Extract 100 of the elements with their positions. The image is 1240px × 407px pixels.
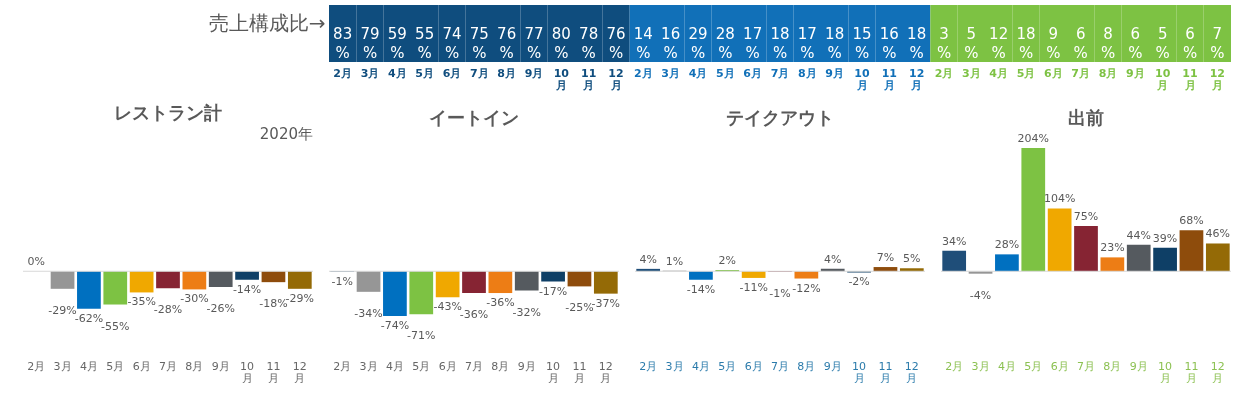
data-label: 16% (661, 24, 681, 62)
x-tick-label: 2月 (639, 359, 658, 373)
data-label: 76% (606, 24, 626, 62)
data-label: 6% (1182, 24, 1198, 62)
data-label: -34% (354, 306, 383, 320)
x-tick-label: 12月 (904, 359, 919, 385)
x-tick-label: 4月 (997, 359, 1016, 373)
data-label: 7% (1210, 24, 1225, 62)
data-label: 12% (989, 24, 1009, 62)
x-tick-label: 8月 (185, 359, 204, 373)
data-label: -14% (232, 282, 262, 296)
data-label: 18% (907, 24, 927, 62)
data-label: -2% (848, 275, 870, 289)
x-tick-label: 8月 (1098, 66, 1118, 80)
x-tick-label: 8月 (497, 66, 516, 80)
data-label: 83% (333, 24, 353, 62)
data-label: 1% (665, 254, 684, 268)
x-tick-label: 12月 (1209, 66, 1225, 92)
chart-title: イートイン (429, 107, 519, 128)
x-tick-label: 7月 (771, 359, 789, 373)
x-tick-label: 10月 (852, 359, 867, 385)
data-label: -14% (686, 282, 716, 296)
x-tick-label: 5月 (718, 359, 737, 373)
x-tick-label: 10月 (854, 66, 870, 92)
x-tick-label: 5月 (415, 66, 434, 80)
x-tick-label: 5月 (1016, 66, 1036, 80)
data-label: 17% (743, 24, 763, 62)
x-tick-label: 10月 (1158, 359, 1173, 385)
x-tick-label: 11月 (878, 359, 893, 385)
data-label: 4% (824, 252, 842, 266)
x-tick-label: 5月 (1024, 359, 1043, 373)
x-tick-label: 8月 (797, 359, 816, 373)
chart-title: テイクアウト (726, 107, 834, 128)
text: 2020年 (259, 125, 313, 143)
data-label: 2% (718, 254, 736, 268)
data-label: 7% (876, 251, 895, 265)
x-tick-label: 12月 (909, 66, 925, 92)
data-label: 28% (994, 238, 1020, 252)
data-label: -30% (180, 292, 209, 306)
x-tick-label: 4月 (385, 359, 404, 373)
data-label: 44% (1126, 228, 1151, 242)
data-label: -11% (739, 280, 768, 294)
data-label: 79% (360, 24, 380, 62)
x-tick-label: 5月 (106, 359, 125, 373)
data-label: -1% (331, 274, 353, 288)
x-tick-label: 7月 (465, 359, 483, 373)
x-tick-label: 4月 (388, 66, 407, 80)
x-tick-label: 12月 (1210, 359, 1225, 385)
data-label: -35% (127, 295, 156, 309)
x-tick-label: 4月 (691, 359, 710, 373)
x-tick-label: 3月 (971, 359, 990, 373)
x-tick-label: 8月 (1103, 359, 1122, 373)
data-label: 5% (1155, 24, 1170, 62)
data-label: 104% (1043, 192, 1076, 206)
data-label: 8% (1100, 24, 1116, 62)
data-label: 76% (497, 24, 517, 62)
x-tick-label: 7月 (770, 66, 790, 80)
data-label: 15% (852, 24, 872, 62)
data-label: 16% (879, 24, 899, 62)
x-tick-label: 9月 (524, 66, 544, 80)
x-tick-label: 11月 (881, 66, 897, 92)
x-tick-label: 3月 (962, 66, 981, 80)
x-tick-label: 6月 (438, 359, 457, 373)
data-label: -74% (380, 319, 410, 332)
x-tick-label: 2月 (945, 359, 964, 373)
x-tick-label: 3月 (360, 66, 380, 80)
data-label: 78% (579, 24, 599, 62)
x-tick-label: 8月 (491, 359, 510, 373)
data-label: -43% (433, 300, 462, 314)
x-tick-label: 10月 (546, 359, 561, 385)
x-tick-label: 5月 (412, 359, 431, 373)
data-label: 5% (903, 252, 921, 266)
x-tick-label: 9月 (517, 359, 536, 373)
x-tick-label: 11月 (1182, 66, 1198, 92)
data-label: -25% (565, 301, 594, 315)
x-tick-label: 2月 (27, 359, 46, 373)
x-tick-label: 7月 (1071, 66, 1090, 80)
data-label: 39% (1152, 231, 1178, 245)
x-tick-label: 2月 (934, 66, 954, 80)
x-tick-label: 2月 (634, 66, 653, 80)
data-label: 18% (770, 24, 790, 62)
x-tick-label: 6月 (442, 66, 462, 80)
data-label: 17% (797, 24, 817, 62)
x-tick-label: 12月 (598, 359, 613, 385)
data-label: 4% (639, 252, 657, 266)
data-label: -29% (48, 303, 77, 317)
x-tick-label: 5月 (716, 66, 735, 80)
x-tick-label: 9月 (211, 359, 230, 373)
x-tick-label: 11月 (581, 66, 597, 92)
data-label: 28% (715, 24, 735, 62)
x-tick-label: 9月 (1126, 66, 1145, 80)
data-label: 14% (633, 24, 653, 62)
data-label: 0% (27, 255, 45, 269)
x-tick-label: 7月 (470, 66, 489, 80)
data-label: -29% (285, 291, 315, 305)
data-label: 74% (442, 24, 462, 62)
data-label: 75% (1073, 209, 1099, 223)
x-tick-label: 9月 (823, 359, 842, 373)
data-label: -26% (206, 301, 235, 315)
x-tick-label: 11月 (266, 359, 281, 385)
